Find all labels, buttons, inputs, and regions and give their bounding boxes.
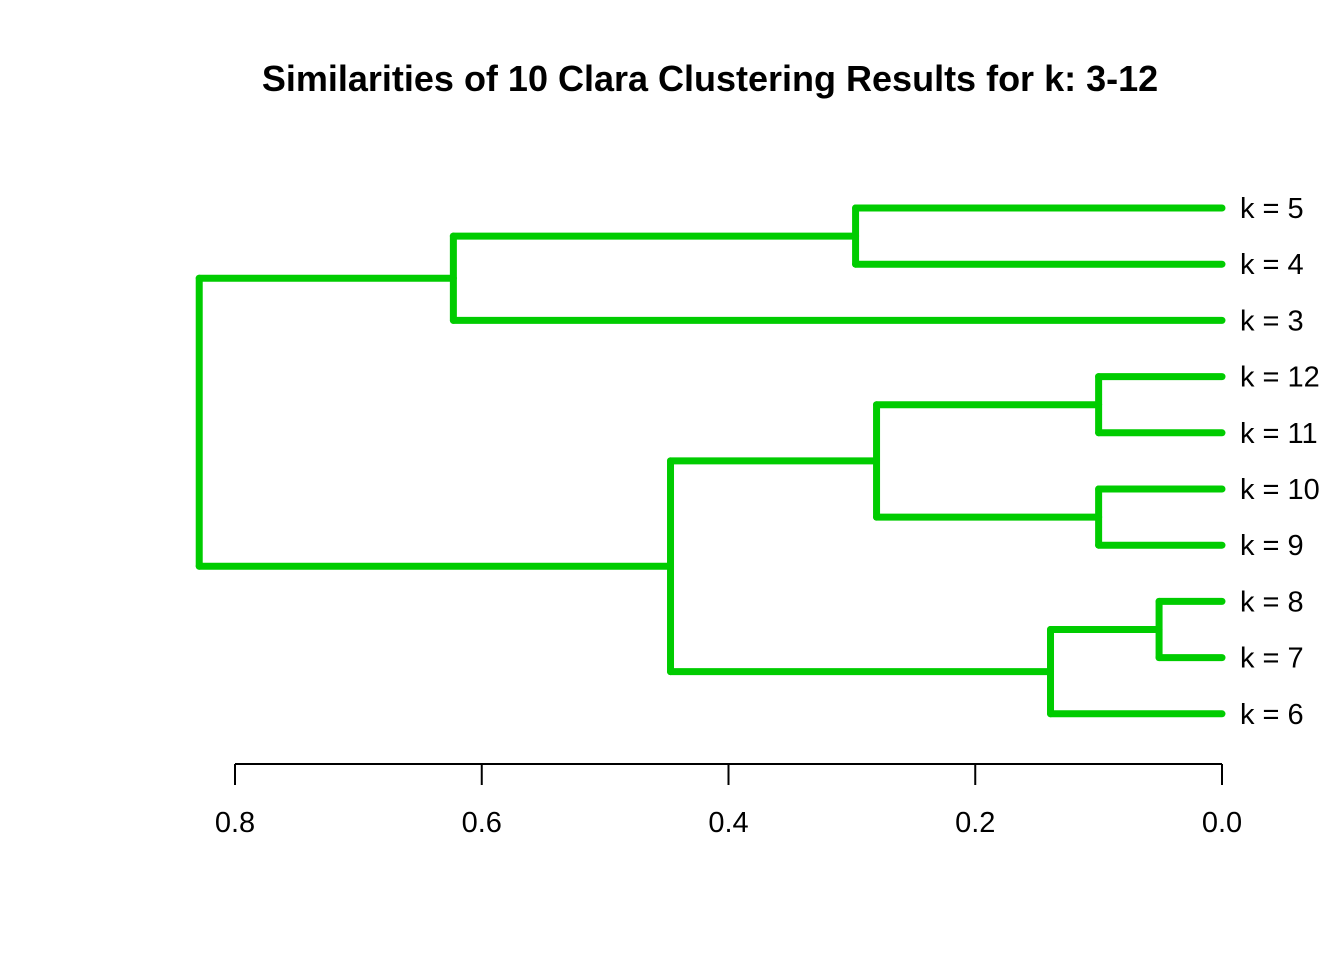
leaf-label: k = 9 <box>1240 530 1304 562</box>
leaf-label: k = 6 <box>1240 699 1304 731</box>
chart-title: Similarities of 10 Clara Clustering Resu… <box>261 58 1159 99</box>
leaf-label: k = 5 <box>1240 193 1304 225</box>
leaf-label: k = 7 <box>1240 643 1304 675</box>
x-axis: 0.8 0.6 0.4 0.2 0.0 <box>215 763 1242 839</box>
x-tick-label: 0.2 <box>955 807 995 839</box>
leaf-label: k = 3 <box>1240 305 1304 337</box>
x-tick-label: 0.0 <box>1202 807 1242 839</box>
x-tick-label: 0.6 <box>462 807 502 839</box>
x-tick-label: 0.8 <box>215 807 255 839</box>
leaf-label: k = 8 <box>1240 586 1304 618</box>
x-tick-label: 0.4 <box>708 807 748 839</box>
leaf-label: k = 4 <box>1240 249 1304 281</box>
leaf-label: k = 12 <box>1240 362 1320 394</box>
leaf-label: k = 11 <box>1240 418 1318 450</box>
leaf-label: k = 10 <box>1240 474 1320 506</box>
leaf-labels: k = 5 k = 4 k = 3 k = 12 k = 11 k = 10 k = 9 k … <box>1240 193 1320 731</box>
dendrogram-branches <box>195 204 1226 718</box>
